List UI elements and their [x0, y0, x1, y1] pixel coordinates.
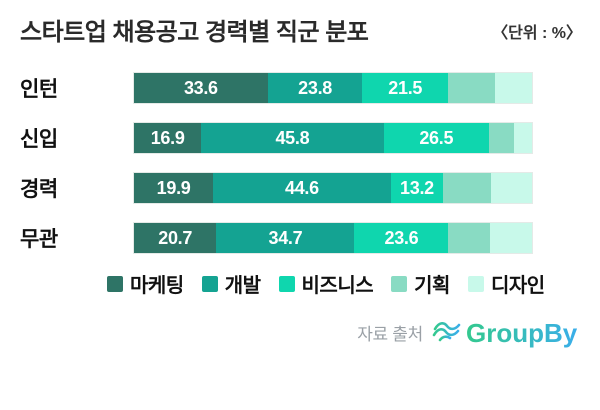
stacked-bar: 20.7 34.7 23.6 [133, 222, 533, 254]
chart-row: 신입 16.9 45.8 26.5 [20, 113, 533, 163]
bar-segment: 20.7 [134, 223, 217, 253]
legend-swatch [107, 275, 123, 292]
bar-segment [448, 73, 495, 103]
legend-label: 디자인 [490, 275, 545, 297]
bar-segment: 44.6 [213, 173, 391, 203]
category-label: 인턴 [20, 78, 58, 101]
bar-segment [490, 173, 532, 203]
source-footer: 자료 출처 GroupBy [357, 315, 582, 349]
legend-label: 기획 [414, 275, 450, 297]
bar-segment [443, 173, 491, 203]
segment-value: 19.9 [156, 177, 191, 198]
chart-row: 무관 20.7 34.7 23.6 [20, 213, 533, 263]
segment-value: 21.5 [388, 77, 423, 98]
legend-label: 개발 [224, 275, 261, 297]
stacked-bar: 19.9 44.6 13.2 [133, 172, 533, 204]
bar-segment [448, 223, 490, 253]
segment-value: 33.6 [183, 77, 218, 98]
segment-value: 45.8 [275, 127, 310, 148]
bar-segment [494, 73, 532, 103]
groupby-logo: GroupBy [432, 318, 578, 348]
legend-swatch [467, 275, 484, 292]
category-label: 경력 [20, 178, 58, 201]
bar-segment: 26.5 [383, 123, 489, 153]
logo-text: GroupBy [466, 318, 578, 348]
bar-segment: 19.9 [134, 173, 214, 203]
chart-rows: 인턴 33.6 23.8 21.5 신입 16.9 45.8 26.5 경력 19.9 44.6 13… [20, 63, 533, 263]
stacked-bar: 33.6 23.8 21.5 [133, 72, 533, 104]
handshake-icon [432, 322, 461, 342]
source-label: 자료 출처 [357, 324, 423, 344]
legend-swatch [391, 275, 408, 292]
legend-swatch [278, 275, 295, 292]
legend-item: 디자인 [467, 269, 545, 298]
legend: 마케팅 개발 비즈니스 기획 디자인 [107, 269, 545, 298]
bar-segment: 23.8 [267, 73, 363, 103]
legend-swatch [201, 275, 218, 292]
segment-value: 23.8 [298, 77, 332, 98]
bar-segment [514, 123, 532, 153]
bar-segment: 21.5 [362, 73, 448, 103]
bar-segment: 23.6 [354, 223, 449, 253]
legend-item: 비즈니스 [278, 269, 374, 298]
bar-segment: 33.6 [134, 73, 268, 103]
segment-value: 26.5 [419, 127, 454, 148]
segment-value: 13.2 [400, 177, 434, 198]
segment-value: 16.9 [150, 127, 185, 148]
chart-row: 인턴 33.6 23.8 21.5 [20, 63, 533, 113]
unit-label: 〈단위 : %〉 [492, 25, 582, 42]
segment-value: 20.7 [158, 227, 193, 248]
bar-segment [489, 223, 532, 253]
category-label: 신입 [20, 128, 58, 151]
bar-segment: 16.9 [134, 123, 202, 153]
legend-item: 마케팅 [107, 269, 184, 298]
bar-segment: 34.7 [216, 223, 355, 253]
legend-label: 비즈니스 [301, 275, 374, 297]
segment-value: 23.6 [384, 227, 419, 248]
legend-item: 기획 [391, 269, 450, 298]
chart-row: 경력 19.9 44.6 13.2 [20, 163, 533, 213]
legend-label: 마케팅 [130, 275, 184, 297]
stacked-bar-chart: 인턴 33.6 23.8 21.5 신입 16.9 45.8 26.5 경력 19.9 44.6 13… [20, 63, 533, 263]
legend-item: 개발 [201, 269, 261, 298]
chart-title: 스타트업 채용공고 경력별 직군 분포 [20, 19, 369, 46]
segment-value: 34.7 [268, 227, 303, 248]
bar-segment: 13.2 [390, 173, 444, 203]
segment-value: 44.6 [285, 177, 319, 198]
category-label: 무관 [20, 228, 58, 251]
bar-segment: 45.8 [201, 123, 384, 153]
stacked-bar: 16.9 45.8 26.5 [133, 122, 533, 154]
bar-segment [489, 123, 515, 153]
